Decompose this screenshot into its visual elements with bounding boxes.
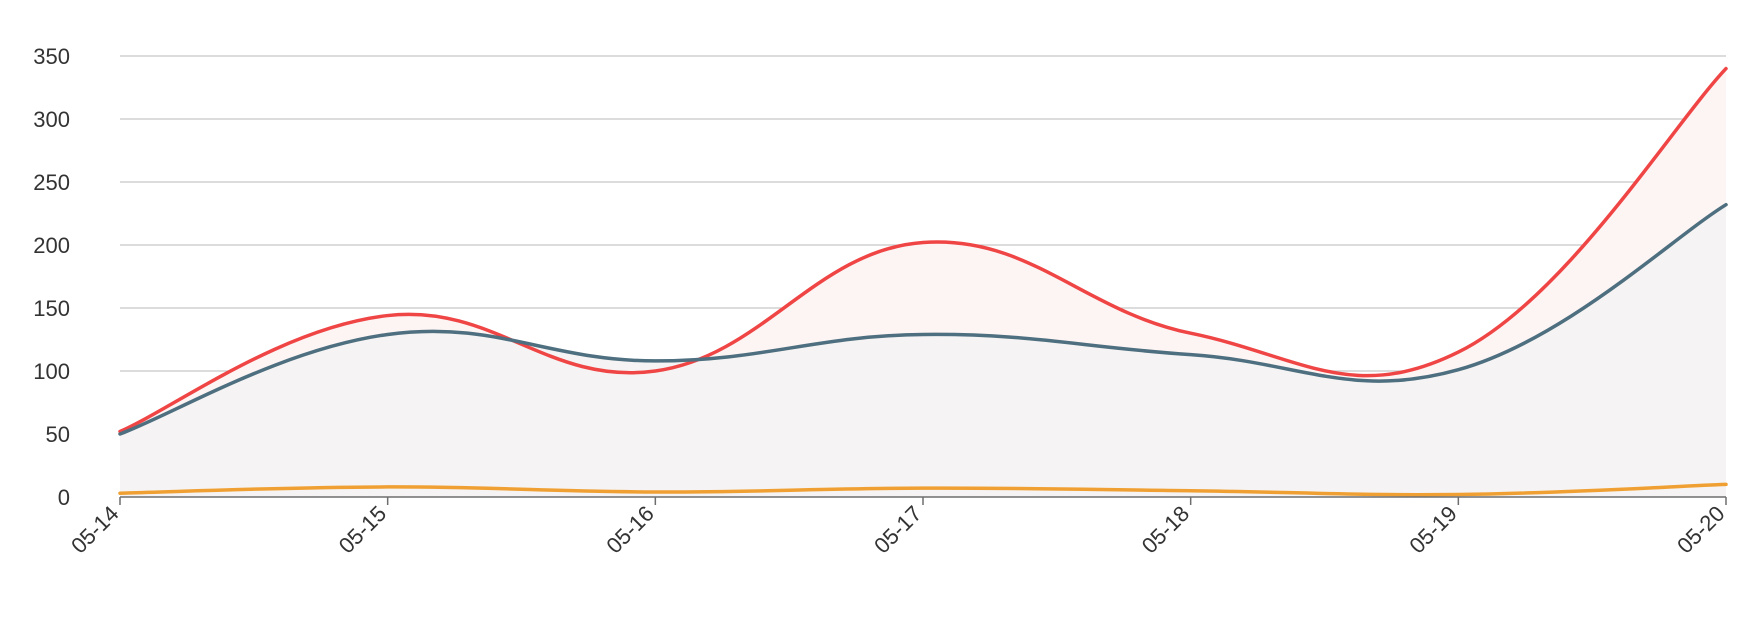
axes <box>119 496 1727 505</box>
x-tick-label: 05-20 <box>1672 501 1729 558</box>
y-tick-labels: 0 50 100 150 200 250 300 350 <box>33 44 70 510</box>
y-tick-label: 200 <box>33 233 70 258</box>
y-tick-label: 250 <box>33 170 70 195</box>
y-tick-label: 50 <box>46 422 70 447</box>
series-line-1 <box>118 66 1728 434</box>
y-tick-label: 300 <box>33 107 70 132</box>
x-tick-labels: 05-14 05-15 05-16 05-17 05-18 05-19 05-20 <box>66 501 1729 558</box>
series-line-3 <box>118 482 1728 497</box>
x-tick-label: 05-15 <box>334 501 391 558</box>
y-tick-label: 150 <box>33 296 70 321</box>
series-area-2 <box>120 204 1726 497</box>
x-tick-label: 05-16 <box>601 501 658 558</box>
series-lines <box>118 66 1728 497</box>
y-tick-label: 0 <box>58 485 70 510</box>
x-tick-label: 05-17 <box>869 501 926 558</box>
y-tick-label: 100 <box>33 359 70 384</box>
x-tick-label: 05-18 <box>1137 501 1194 558</box>
x-tick-label: 05-14 <box>66 501 123 558</box>
area-fills <box>120 68 1726 497</box>
x-tick-label: 05-19 <box>1404 501 1461 558</box>
y-tick-label: 350 <box>33 44 70 69</box>
series-line-2 <box>118 202 1728 436</box>
